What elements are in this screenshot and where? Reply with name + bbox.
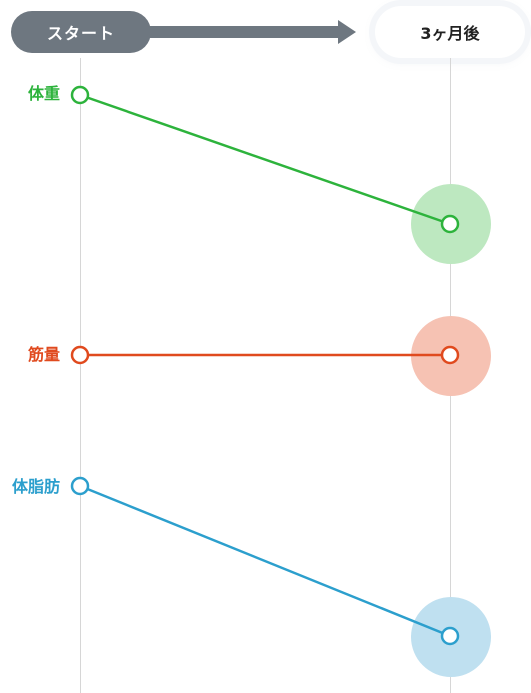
muscle-end-point: [440, 345, 460, 365]
muscle-start-point: [70, 345, 90, 365]
body-fat-start-point: [70, 476, 90, 496]
weight-end-point: [440, 214, 460, 234]
start-label: スタート: [11, 11, 151, 53]
weight-label: 体重: [27, 84, 60, 103]
muscle-label: 筋量: [27, 345, 60, 364]
body-fat-line: [79, 484, 451, 638]
start-axis-line: [80, 58, 81, 693]
timeline-arrow-shaft: [150, 26, 340, 38]
body-fat-end-point: [440, 626, 460, 646]
timeline-arrow-head: [338, 20, 356, 44]
weight-line: [79, 93, 451, 226]
after-3-months-label: 3ヶ月後: [375, 6, 525, 58]
body-fat-label: 体脂肪: [11, 477, 60, 496]
weight-start-point: [70, 85, 90, 105]
